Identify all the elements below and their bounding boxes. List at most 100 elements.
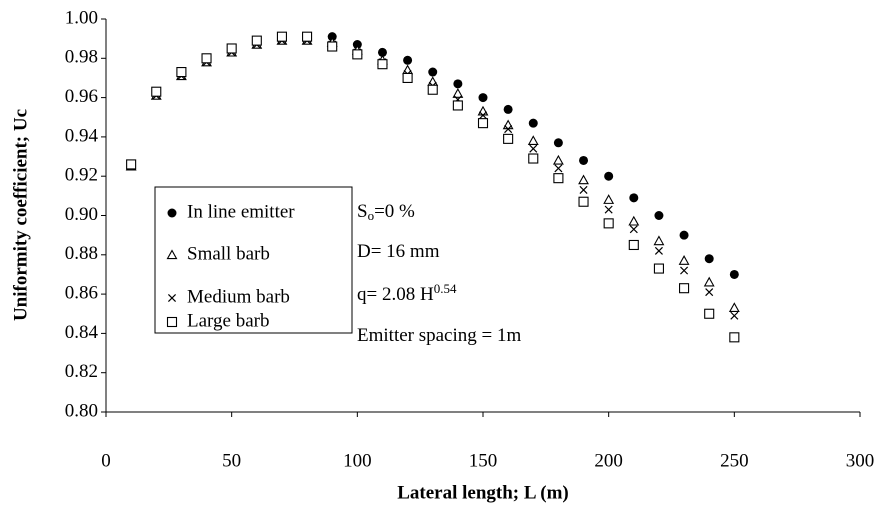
- marker-square: [402, 72, 413, 83]
- marker-circle: [478, 93, 488, 103]
- marker-circle: [503, 104, 513, 114]
- marker-square: [201, 53, 212, 64]
- annotation-part: S: [357, 201, 368, 222]
- marker-square: [729, 332, 740, 343]
- marker-x: [680, 266, 689, 275]
- marker-square: [653, 263, 664, 274]
- x-tick-label: 250: [720, 450, 749, 471]
- x-tick-label: 200: [594, 450, 623, 471]
- marker-square: [251, 35, 262, 46]
- marker-circle: [327, 32, 337, 42]
- marker-square: [704, 308, 715, 319]
- marker-circle: [704, 254, 714, 264]
- marker-triangle: [603, 194, 615, 204]
- y-tick-label: 0.98: [65, 47, 98, 68]
- marker-x: [478, 111, 488, 120]
- marker-x: [730, 311, 739, 320]
- y-axis-title: Uniformity coefficient; Uc: [10, 109, 31, 321]
- marker-square: [352, 49, 363, 60]
- x-tick-label: 300: [846, 450, 875, 471]
- marker-square: [276, 31, 287, 42]
- marker-square: [226, 43, 237, 54]
- marker-square: [477, 118, 489, 129]
- y-tick-label: 0.94: [65, 125, 99, 146]
- marker-x: [705, 288, 714, 297]
- y-tick-label: 0.88: [65, 243, 98, 264]
- y-tick-label: 0.82: [65, 361, 98, 382]
- marker-triangle: [578, 174, 589, 185]
- marker-circle: [352, 40, 362, 50]
- legend-marker: [167, 208, 177, 218]
- marker-square: [302, 31, 313, 42]
- marker-triangle: [552, 154, 564, 165]
- legend-box: [154, 186, 353, 334]
- y-tick-label: 0.84: [65, 322, 99, 343]
- marker-x: [579, 185, 588, 194]
- legend-label: Small barb: [187, 243, 270, 264]
- legend-marker: [167, 293, 177, 303]
- marker-square: [679, 283, 690, 294]
- marker-triangle: [502, 119, 514, 130]
- marker-x: [629, 225, 638, 234]
- marker-square: [377, 59, 388, 70]
- marker-circle: [528, 118, 538, 128]
- legend-marker: [166, 316, 178, 328]
- marker-circle: [453, 79, 463, 89]
- annotation: q= 2.08 H0.54: [357, 281, 457, 305]
- marker-square: [628, 239, 639, 251]
- annotation-part: =0 %: [374, 201, 415, 222]
- marker-circle: [553, 138, 563, 148]
- marker-square: [151, 86, 162, 97]
- marker-x: [654, 246, 663, 255]
- marker-square: [126, 159, 137, 170]
- marker-circle: [428, 67, 438, 77]
- marker-square: [603, 218, 614, 229]
- annotation-part: D= 16 mm: [357, 241, 440, 262]
- annotation-part: 0.54: [434, 281, 457, 296]
- legend-label: Large barb: [187, 310, 269, 331]
- marker-circle: [377, 47, 387, 57]
- marker-circle: [729, 269, 739, 279]
- marker-square: [553, 173, 564, 184]
- x-tick-label: 100: [343, 450, 372, 471]
- marker-circle: [579, 155, 589, 165]
- marker-square: [327, 41, 338, 52]
- annotation-part: Emitter spacing = 1m: [357, 325, 521, 346]
- marker-triangle: [427, 76, 439, 87]
- legend-label: Medium barb: [187, 286, 290, 307]
- marker-triangle: [653, 235, 665, 246]
- marker-square: [578, 196, 589, 207]
- legend-marker: [166, 249, 178, 260]
- marker-square: [528, 153, 539, 164]
- marker-triangle: [527, 135, 539, 145]
- marker-x: [554, 164, 563, 173]
- marker-triangle: [728, 302, 740, 313]
- marker-triangle: [452, 88, 464, 98]
- marker-circle: [654, 211, 664, 220]
- legend-label: In line emitter: [187, 201, 295, 222]
- marker-x: [529, 144, 538, 153]
- annotation: So=0 %: [357, 201, 415, 223]
- annotation-part: q= 2.08 H: [357, 284, 434, 305]
- marker-square: [176, 67, 187, 78]
- x-tick-label: 0: [101, 450, 111, 471]
- marker-triangle: [402, 64, 414, 75]
- x-tick-label: 150: [469, 450, 498, 471]
- marker-x: [604, 205, 613, 214]
- y-tick-label: 0.90: [65, 204, 98, 225]
- marker-triangle: [477, 105, 489, 116]
- marker-square: [503, 133, 514, 144]
- y-tick-label: 0.96: [65, 86, 98, 107]
- marker-x: [504, 125, 513, 134]
- y-tick-label: 1.00: [65, 7, 98, 28]
- marker-circle: [604, 171, 614, 181]
- annotation: D= 16 mm: [357, 241, 440, 262]
- marker-triangle: [703, 276, 715, 287]
- annotation-part: o: [368, 208, 375, 223]
- y-tick-label: 0.86: [65, 282, 98, 303]
- marker-circle: [403, 55, 413, 65]
- marker-square: [452, 100, 463, 111]
- marker-circle: [679, 230, 689, 240]
- marker-triangle: [678, 255, 690, 265]
